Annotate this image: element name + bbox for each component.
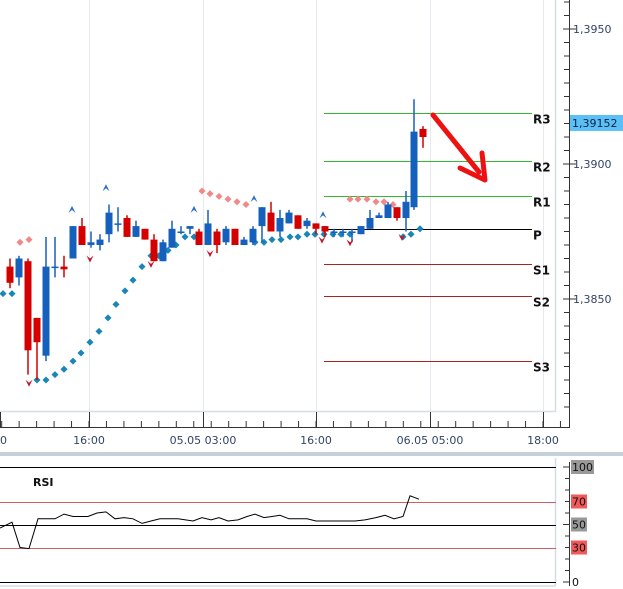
time-label: 05.05 03:00 xyxy=(170,434,237,447)
svg-text:1,39152: 1,39152 xyxy=(572,117,618,130)
rsi-axis-label: 50 xyxy=(572,519,586,532)
down-arrow-annotation xyxy=(430,112,488,183)
pivot-label-s1: S1 xyxy=(533,264,550,278)
rsi-axis-label: 30 xyxy=(572,542,586,555)
rsi-levels xyxy=(0,467,556,583)
pivot-label-r2: R2 xyxy=(533,161,551,175)
current-price-badge: 1,39152 xyxy=(570,114,623,131)
candlesticks xyxy=(6,99,427,380)
pivot-label-s3: S3 xyxy=(533,361,550,375)
time-gridlines xyxy=(89,0,544,411)
time-axis[interactable]: 00 16:00 05.05 03:00 16:00 06.05 05:00 18:00 xyxy=(0,412,570,447)
panel-separator[interactable] xyxy=(0,452,623,456)
time-label: 16:00 xyxy=(300,434,332,447)
main-price-panel[interactable]: R3 R2 R1 P S1 S2 S3 xyxy=(0,0,557,413)
time-label: 18:00 xyxy=(527,434,559,447)
price-label: 1,3900 xyxy=(573,158,612,171)
rsi-axis-label: 70 xyxy=(572,496,586,509)
pivot-label-p: P xyxy=(533,229,542,243)
time-label: 06.05 05:00 xyxy=(397,434,464,447)
rsi-axis-label: 100 xyxy=(572,461,593,474)
pivot-label-s2: S2 xyxy=(533,296,550,310)
price-axis[interactable]: 1,3950 1,3900 1,3850 1,39152 xyxy=(563,0,623,427)
rsi-panel[interactable]: RSI 100 70 50 30 0 xyxy=(0,458,594,589)
price-label: 1,3950 xyxy=(573,23,612,36)
pivot-label-r3: R3 xyxy=(533,113,551,127)
rsi-axis-label: 0 xyxy=(572,576,579,589)
time-label: 16:00 xyxy=(73,434,105,447)
rsi-title: RSI xyxy=(33,476,54,489)
price-label: 1,3850 xyxy=(573,293,612,306)
pivot-label-r1: R1 xyxy=(533,196,551,210)
time-label: 00 xyxy=(0,434,7,447)
fractal-markers xyxy=(25,184,406,387)
parabolic-sar xyxy=(0,187,424,384)
rsi-line xyxy=(0,495,420,550)
